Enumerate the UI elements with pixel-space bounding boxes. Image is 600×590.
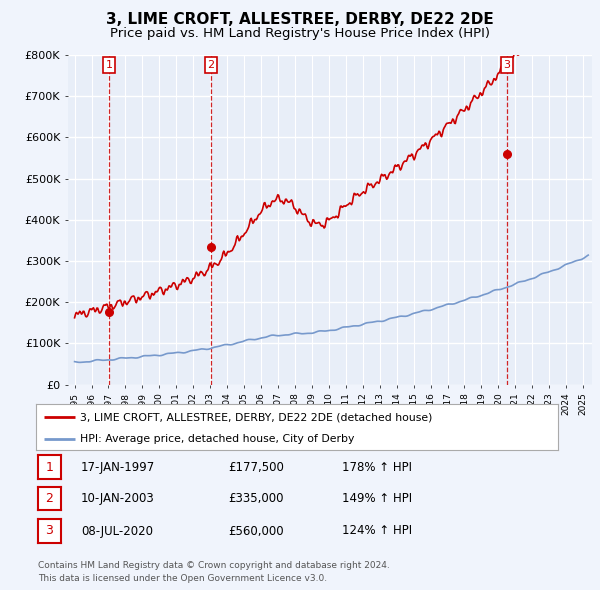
Text: 1: 1: [45, 461, 53, 474]
Text: 178% ↑ HPI: 178% ↑ HPI: [342, 461, 412, 474]
Text: 3, LIME CROFT, ALLESTREE, DERBY, DE22 2DE: 3, LIME CROFT, ALLESTREE, DERBY, DE22 2D…: [106, 12, 494, 27]
Text: 10-JAN-2003: 10-JAN-2003: [81, 492, 155, 505]
Text: 1: 1: [106, 60, 113, 70]
Text: 3: 3: [503, 60, 511, 70]
Text: Price paid vs. HM Land Registry's House Price Index (HPI): Price paid vs. HM Land Registry's House …: [110, 27, 490, 40]
Text: 3: 3: [45, 525, 53, 537]
Text: £560,000: £560,000: [228, 525, 284, 537]
Text: £177,500: £177,500: [228, 461, 284, 474]
Text: Contains HM Land Registry data © Crown copyright and database right 2024.
This d: Contains HM Land Registry data © Crown c…: [38, 562, 389, 583]
Text: £335,000: £335,000: [228, 492, 284, 505]
Text: 17-JAN-1997: 17-JAN-1997: [81, 461, 155, 474]
Text: 3, LIME CROFT, ALLESTREE, DERBY, DE22 2DE (detached house): 3, LIME CROFT, ALLESTREE, DERBY, DE22 2D…: [80, 412, 433, 422]
Text: 124% ↑ HPI: 124% ↑ HPI: [342, 525, 412, 537]
Text: 2: 2: [45, 492, 53, 505]
Text: 08-JUL-2020: 08-JUL-2020: [81, 525, 153, 537]
Text: HPI: Average price, detached house, City of Derby: HPI: Average price, detached house, City…: [80, 434, 355, 444]
Text: 2: 2: [208, 60, 214, 70]
Text: 149% ↑ HPI: 149% ↑ HPI: [342, 492, 412, 505]
